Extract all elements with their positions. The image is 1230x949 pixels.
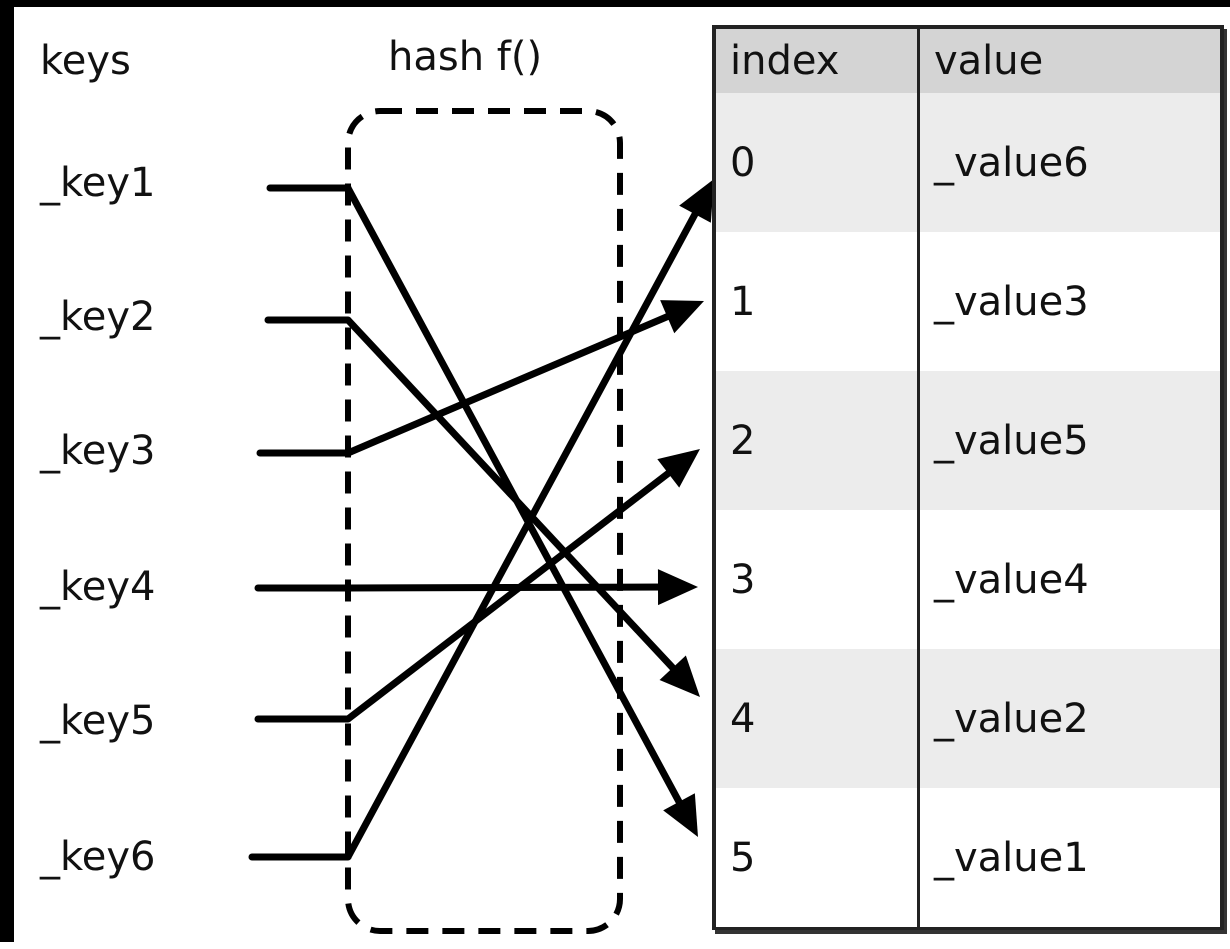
mapping-arrow-key1-to-index-5 — [270, 188, 698, 837]
table-row: 0 _value6 — [716, 93, 1220, 232]
key-label-1: _key1 — [40, 159, 155, 207]
value-cell: _value5 — [920, 371, 1220, 510]
index-cell: 4 — [716, 649, 920, 788]
table-row: 1 _value3 — [716, 232, 1220, 371]
value-cell: _value6 — [920, 93, 1220, 232]
value-cell: _value1 — [920, 788, 1220, 927]
table-row: 3 _value4 — [716, 510, 1220, 649]
table-header-row: index value — [716, 29, 1220, 93]
value-cell: _value3 — [920, 232, 1220, 371]
key-label-2: _key2 — [40, 293, 155, 341]
keys-heading: keys — [40, 37, 131, 85]
index-cell: 5 — [716, 788, 920, 927]
mapping-arrow-key2-to-index-4 — [268, 320, 700, 697]
key-label-3: _key3 — [40, 427, 155, 475]
table-row: 5 _value1 — [716, 788, 1220, 927]
column-header-index: index — [716, 29, 920, 93]
key-to-index-arrows — [252, 179, 714, 857]
mapping-arrow-key6-to-index-0 — [252, 179, 714, 857]
column-header-value: value — [920, 29, 1220, 93]
index-cell: 0 — [716, 93, 920, 232]
table-row: 4 _value2 — [716, 649, 1220, 788]
hash-table: index value 0 _value6 1 _value3 2 _value… — [712, 25, 1224, 930]
index-cell: 3 — [716, 510, 920, 649]
value-cell: _value2 — [920, 649, 1220, 788]
key-label-4: _key4 — [40, 563, 155, 611]
hash-function-heading: hash f() — [388, 33, 542, 81]
key-label-6: _key6 — [40, 833, 155, 881]
key-label-5: _key5 — [40, 697, 155, 745]
hash-function-box — [348, 111, 620, 931]
index-cell: 1 — [716, 232, 920, 371]
index-cell: 2 — [716, 371, 920, 510]
value-cell: _value4 — [920, 510, 1220, 649]
mapping-arrow-key4-to-index-3 — [258, 569, 698, 605]
table-row: 2 _value5 — [716, 371, 1220, 510]
